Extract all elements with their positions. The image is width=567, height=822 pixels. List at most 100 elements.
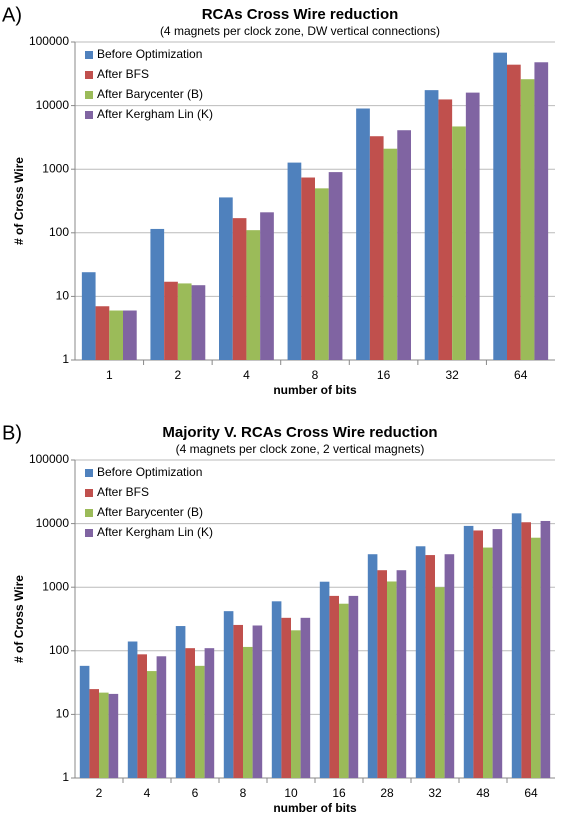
x-axis-label: number of bits (273, 383, 357, 397)
bar (396, 570, 407, 778)
bar (79, 665, 90, 778)
y-tick-label: 1000 (42, 161, 69, 175)
bar (387, 581, 397, 778)
bar (260, 212, 274, 360)
bar (301, 177, 315, 360)
bar (452, 126, 466, 360)
y-tick-label: 1000 (42, 579, 69, 593)
legend-swatch (85, 51, 93, 59)
x-tick-label: 10 (284, 786, 298, 800)
legend-label: After BFS (97, 67, 149, 81)
bar (415, 546, 426, 778)
y-tick-label: 1 (62, 352, 69, 366)
bar (204, 648, 215, 778)
bar (348, 595, 359, 778)
bar (137, 654, 147, 778)
bar (397, 130, 411, 360)
bar (319, 581, 330, 778)
chart-title: RCAs Cross Wire reduction (202, 6, 399, 23)
x-tick-label: 32 (428, 786, 442, 800)
bar (219, 197, 233, 360)
x-tick-label: 28 (380, 786, 394, 800)
bar (383, 148, 398, 360)
legend-label: Before Optimization (97, 47, 202, 61)
bar (243, 646, 253, 778)
legend-label: Before Optimization (97, 465, 202, 479)
bar (195, 665, 205, 778)
x-tick-label: 64 (514, 368, 528, 382)
bar (377, 570, 387, 778)
bar (177, 283, 192, 360)
bar (329, 595, 339, 778)
legend-label: After Kergham Lin (K) (97, 107, 213, 121)
bar (99, 692, 109, 778)
bar (511, 513, 522, 778)
bar (473, 530, 483, 778)
bar (463, 525, 474, 778)
bar (425, 555, 435, 778)
bar (147, 671, 157, 778)
legend-swatch (85, 509, 93, 517)
legend-swatch (85, 469, 93, 477)
bar (252, 625, 263, 778)
bar (438, 99, 453, 360)
bar (156, 656, 167, 778)
y-tick-label: 1 (62, 770, 69, 784)
y-tick-label: 10000 (36, 98, 70, 112)
x-tick-label: 2 (96, 786, 103, 800)
legend-swatch (85, 111, 93, 119)
legend-swatch (85, 71, 93, 79)
y-tick-label: 10000 (36, 516, 70, 530)
bar (435, 587, 445, 778)
y-tick-label: 100000 (29, 34, 69, 48)
y-tick-label: 100 (49, 643, 69, 657)
bar (175, 626, 186, 778)
legend-swatch (85, 91, 93, 99)
bar (531, 537, 541, 778)
bar (164, 281, 178, 360)
x-tick-label: 8 (312, 368, 319, 382)
bar (185, 648, 195, 778)
bar (356, 108, 370, 360)
bar (520, 79, 535, 360)
x-tick-label: 48 (476, 786, 490, 800)
x-tick-label: 16 (332, 786, 346, 800)
bar (369, 136, 384, 360)
bar (315, 188, 329, 360)
bar (89, 689, 99, 778)
bar (444, 554, 455, 778)
chart-subtitle: (4 magnets per clock zone, DW vertical c… (160, 24, 440, 38)
bar (108, 693, 119, 778)
bar (223, 611, 234, 778)
legend-swatch (85, 529, 93, 537)
x-tick-label: 32 (445, 368, 459, 382)
bar (521, 522, 531, 778)
x-tick-label: 8 (240, 786, 247, 800)
bar (281, 617, 291, 778)
y-tick-label: 100 (49, 225, 69, 239)
bar (127, 641, 138, 778)
y-tick-label: 100000 (29, 452, 69, 466)
legend-label: After Barycenter (B) (97, 505, 203, 519)
x-tick-label: 64 (524, 786, 538, 800)
bar (339, 603, 349, 778)
legend-label: After Kergham Lin (K) (97, 525, 213, 539)
bar (109, 310, 123, 360)
bar (81, 272, 96, 360)
bar (534, 62, 549, 360)
bar (95, 306, 110, 360)
bar (246, 230, 261, 360)
bar (507, 64, 521, 361)
bar (191, 285, 206, 360)
bar (328, 172, 343, 360)
x-tick-label: 6 (192, 786, 199, 800)
legend-label: After Barycenter (B) (97, 87, 203, 101)
bar (424, 90, 439, 361)
y-tick-label: 10 (56, 707, 70, 721)
bar (287, 162, 302, 360)
bar (300, 617, 311, 778)
bar (493, 52, 507, 360)
y-axis-label: # of Cross Wire (12, 575, 26, 663)
legend-label: After BFS (97, 485, 149, 499)
x-tick-label: 16 (377, 368, 391, 382)
